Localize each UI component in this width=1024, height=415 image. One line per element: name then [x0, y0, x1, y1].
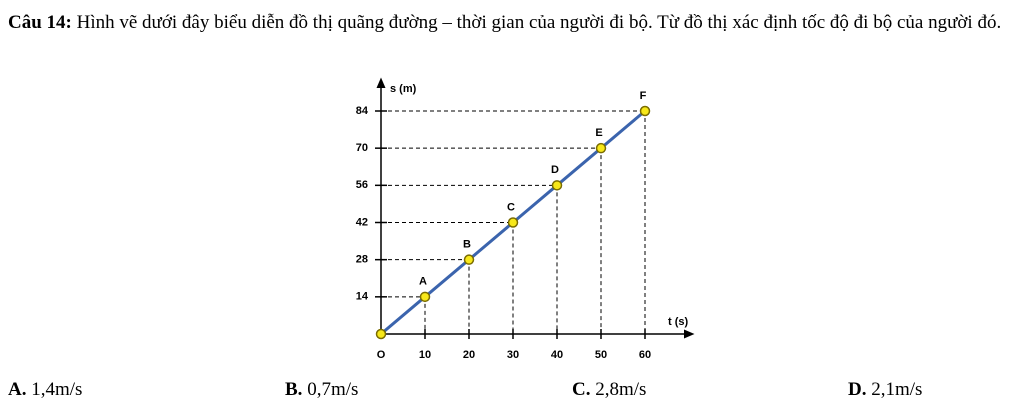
x-tick-label: O [377, 349, 386, 361]
x-tick-label: 30 [507, 349, 519, 361]
option-letter: B. [285, 379, 303, 400]
point-label: C [507, 201, 515, 213]
option-letter: A. [8, 379, 27, 400]
x-axis-label: t (s) [668, 316, 689, 328]
option-a: A. 1,4m/s [8, 379, 82, 401]
option-b: B. 0,7m/s [285, 379, 358, 401]
y-tick-label: 42 [356, 216, 368, 228]
question-text: Hình vẽ dưới đây biểu diễn đồ thị quãng … [76, 12, 1002, 33]
y-tick-label: 70 [356, 142, 368, 154]
data-point [639, 105, 651, 117]
point-label: F [640, 90, 647, 102]
option-d: D. 2,1m/s [848, 379, 922, 401]
x-tick-label: 20 [463, 349, 475, 361]
y-tick-label: 28 [356, 254, 368, 266]
option-text: 1,4m/s [31, 379, 83, 400]
data-point [551, 180, 563, 191]
data-point [375, 328, 387, 340]
option-text: 2,8m/s [595, 379, 647, 400]
x-tick-label: 40 [551, 349, 563, 361]
data-point [595, 142, 607, 154]
option-text: 0,7m/s [307, 379, 359, 400]
point-label: D [551, 164, 559, 176]
question-number: Câu 14: [8, 12, 72, 33]
option-letter: C. [572, 379, 591, 400]
question: Câu 14: Hình vẽ dưới đây biểu diễn đồ th… [8, 6, 1020, 40]
point-label: E [595, 127, 602, 139]
data-point [419, 291, 431, 303]
x-tick-label: 60 [639, 349, 651, 361]
option-letter: D. [848, 379, 867, 400]
y-axis-label: s (m) [390, 83, 417, 95]
point-label: B [463, 239, 471, 251]
data-point [463, 254, 475, 265]
y-tick-label: 14 [356, 291, 369, 303]
option-text: 2,1m/s [871, 379, 923, 400]
y-tick-label: 84 [356, 105, 369, 117]
point-label: A [419, 276, 427, 288]
option-c: C. 2,8m/s [572, 379, 646, 401]
x-tick-label: 10 [419, 349, 431, 361]
x-tick-label: 50 [595, 349, 607, 361]
data-point [507, 217, 519, 228]
y-tick-label: 56 [356, 179, 368, 191]
